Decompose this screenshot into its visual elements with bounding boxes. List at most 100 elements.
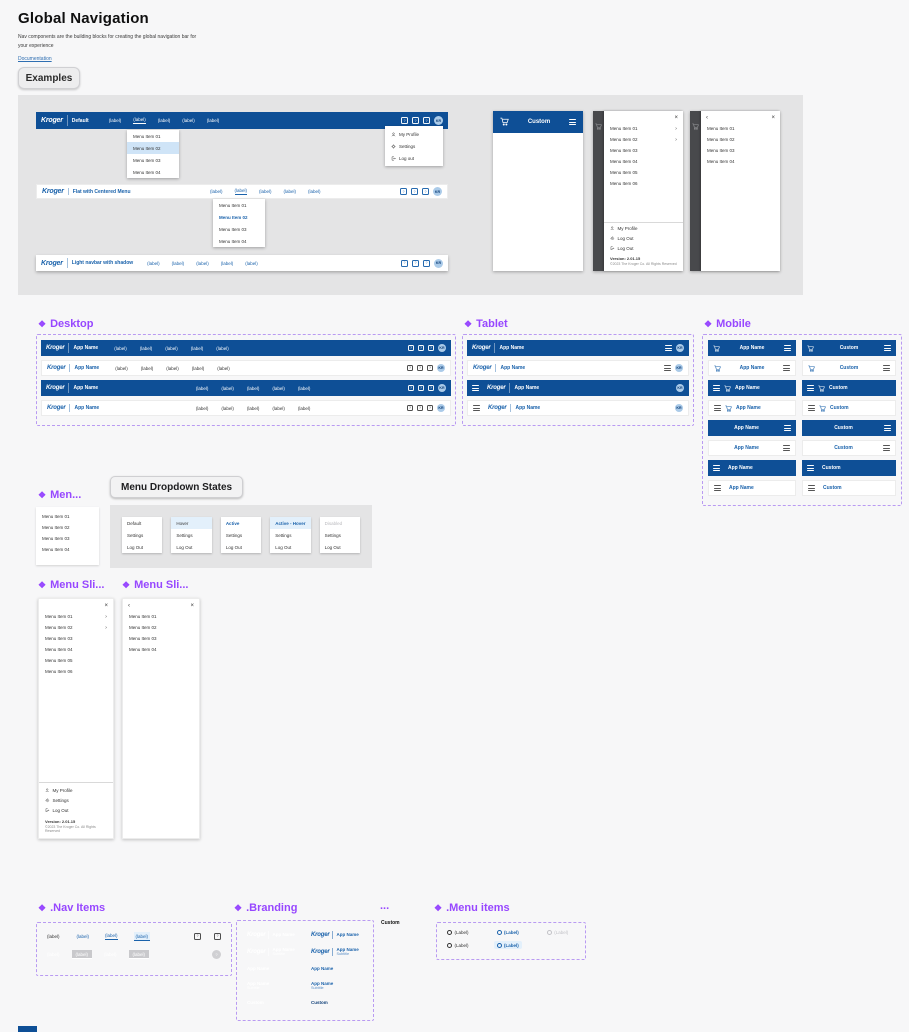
nav-item[interactable]: (label) bbox=[190, 345, 204, 351]
placeholder-icon[interactable]: ? bbox=[423, 259, 430, 267]
placeholder-icon[interactable]: ? bbox=[417, 405, 424, 411]
hamburger-icon[interactable] bbox=[807, 465, 814, 471]
cart-icon[interactable] bbox=[819, 399, 826, 417]
profile-menu-item[interactable]: Log Out bbox=[604, 243, 683, 253]
examples-tab[interactable]: Examples bbox=[18, 67, 80, 89]
menu-item[interactable]: Menu Item 03 bbox=[219, 226, 247, 232]
nav-item[interactable]: (label) bbox=[191, 365, 205, 371]
placeholder-icon[interactable]: ? bbox=[412, 259, 419, 267]
cart-icon[interactable] bbox=[808, 359, 815, 377]
nav-item-inverse[interactable]: (label) bbox=[104, 951, 117, 957]
hamburger-icon[interactable] bbox=[784, 425, 792, 431]
placeholder-icon[interactable]: ? bbox=[417, 365, 423, 371]
state-item[interactable]: Log Out bbox=[324, 544, 341, 550]
menu-item[interactable]: Menu Item 01 bbox=[133, 133, 161, 139]
hamburger-icon[interactable] bbox=[783, 365, 791, 371]
menu-item[interactable]: Menu Item 01 › bbox=[604, 123, 683, 134]
menu-item[interactable]: Menu Item 02 bbox=[707, 137, 735, 142]
menu-item-default[interactable]: (Label) bbox=[444, 928, 472, 936]
nav-item[interactable]: (label) bbox=[221, 385, 234, 391]
state-item-active-hover[interactable]: Active - Hover bbox=[270, 517, 311, 529]
nav-item[interactable]: (label) bbox=[221, 405, 234, 411]
nav-item[interactable]: (label) bbox=[165, 345, 178, 351]
hamburger-icon[interactable] bbox=[713, 465, 720, 471]
nav-item[interactable]: (label) bbox=[209, 189, 223, 194]
menu-item[interactable]: Menu Item 01 bbox=[219, 202, 247, 208]
nav-item-inverse[interactable]: (label) bbox=[47, 951, 60, 957]
placeholder-icon[interactable]: ? bbox=[411, 188, 419, 195]
avatar-placeholder[interactable]: ? bbox=[212, 949, 221, 959]
hamburger-icon[interactable] bbox=[808, 485, 815, 491]
nav-item[interactable]: (label) bbox=[182, 118, 195, 123]
nav-item-inverse-active[interactable]: (label) bbox=[128, 949, 150, 959]
avatar[interactable]: KR bbox=[675, 364, 683, 372]
menu-item-active[interactable]: Menu Item 02 bbox=[219, 214, 248, 220]
state-item[interactable]: Default bbox=[127, 520, 142, 526]
state-item[interactable]: Log Out bbox=[275, 544, 292, 550]
profile-menu-item[interactable]: Log Out bbox=[39, 806, 113, 816]
nav-item-active[interactable]: (label) bbox=[133, 117, 146, 124]
placeholder-icon[interactable]: ? bbox=[401, 259, 408, 267]
nav-item[interactable]: (label) bbox=[297, 405, 311, 411]
close-icon[interactable]: × bbox=[674, 115, 678, 121]
placeholder-icon[interactable]: ? bbox=[423, 117, 430, 124]
profile-menu-item[interactable]: My Profile bbox=[604, 223, 683, 233]
menu-item-active[interactable]: (Label) bbox=[494, 928, 522, 936]
profile-menu-item[interactable]: Log Out bbox=[604, 233, 683, 243]
nav-item-inverse-hover[interactable]: (label) bbox=[71, 949, 93, 959]
nav-item[interactable]: (label) bbox=[115, 365, 128, 371]
menu-item[interactable]: Menu Item 02 bbox=[129, 625, 157, 630]
state-item-active[interactable]: Active bbox=[225, 520, 240, 526]
menu-item[interactable]: Menu Item 02 bbox=[42, 525, 70, 530]
profile-menu-item[interactable]: Settings bbox=[385, 140, 443, 152]
hamburger-icon[interactable] bbox=[714, 405, 721, 411]
placeholder-icon[interactable]: ? bbox=[400, 188, 408, 195]
nav-item[interactable]: (label) bbox=[171, 260, 185, 266]
close-icon[interactable]: × bbox=[771, 115, 775, 121]
menu-item-default[interactable]: (Label) bbox=[444, 941, 472, 949]
nav-item[interactable]: (label) bbox=[308, 189, 321, 194]
avatar[interactable]: KR bbox=[433, 187, 443, 196]
state-item[interactable]: Settings bbox=[275, 532, 292, 538]
nav-item[interactable]: (label) bbox=[147, 260, 160, 266]
state-item[interactable]: Log Out bbox=[225, 544, 242, 550]
nav-item-active[interactable]: (label) bbox=[105, 932, 118, 940]
hamburger-icon[interactable] bbox=[569, 119, 576, 125]
placeholder-icon[interactable]: ? bbox=[412, 117, 419, 124]
hamburger-icon[interactable] bbox=[664, 365, 671, 371]
placeholder-icon[interactable]: ? bbox=[408, 345, 414, 351]
nav-item[interactable]: (label) bbox=[206, 118, 220, 123]
cart-icon[interactable] bbox=[713, 339, 720, 357]
avatar[interactable]: KR bbox=[438, 344, 446, 352]
nav-item[interactable]: (label) bbox=[217, 365, 230, 371]
nav-item[interactable]: (label) bbox=[246, 405, 260, 411]
menu-item-hover[interactable]: Menu Item 02 bbox=[127, 142, 179, 154]
placeholder-icon[interactable]: ? bbox=[194, 932, 201, 940]
profile-menu-item[interactable]: My Profile bbox=[39, 786, 113, 796]
avatar[interactable]: KR bbox=[676, 384, 684, 392]
nav-item[interactable]: (label) bbox=[272, 385, 285, 391]
nav-item[interactable]: (label) bbox=[108, 118, 122, 123]
menu-item[interactable]: Menu Item 04 bbox=[45, 647, 73, 652]
nav-item[interactable]: (label) bbox=[195, 385, 209, 391]
cart-icon[interactable] bbox=[725, 399, 732, 417]
profile-menu-item[interactable]: Settings bbox=[39, 796, 113, 806]
hamburger-icon[interactable] bbox=[713, 385, 720, 391]
menu-item[interactable]: Menu Item 03 bbox=[42, 536, 70, 541]
menu-item[interactable]: Menu Item 02 › bbox=[39, 622, 113, 633]
menu-item[interactable]: Menu Item 03 bbox=[129, 636, 157, 641]
hamburger-icon[interactable] bbox=[784, 345, 792, 351]
nav-item-hover[interactable]: (label) bbox=[76, 933, 90, 939]
nav-item[interactable]: (label) bbox=[272, 405, 285, 411]
menu-item[interactable]: Menu Item 03 bbox=[45, 636, 73, 641]
nav-item[interactable]: (label) bbox=[196, 260, 209, 266]
avatar[interactable]: KR bbox=[675, 404, 683, 412]
menu-item[interactable]: Menu Item 04 bbox=[707, 159, 735, 164]
avatar[interactable]: KR bbox=[434, 116, 443, 125]
state-item[interactable]: Settings bbox=[176, 532, 193, 538]
avatar[interactable]: KR bbox=[438, 384, 447, 392]
close-icon[interactable]: × bbox=[190, 603, 194, 609]
hamburger-icon[interactable] bbox=[807, 385, 814, 391]
hamburger-icon[interactable] bbox=[714, 485, 721, 491]
state-item[interactable]: Settings bbox=[225, 532, 243, 538]
